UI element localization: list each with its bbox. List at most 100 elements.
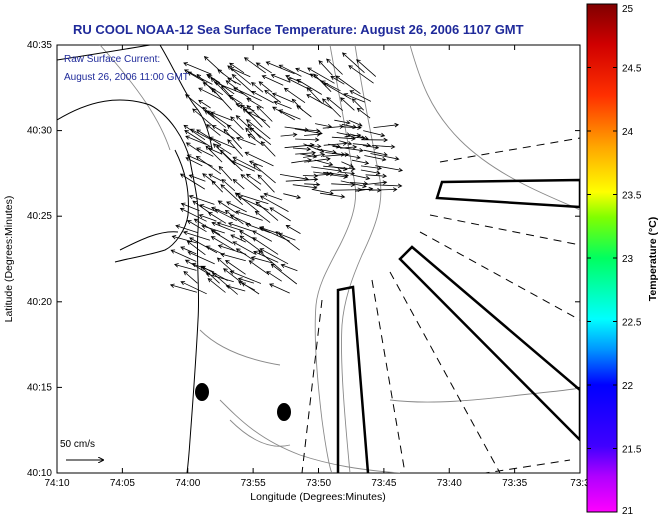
current-vector [183,62,212,75]
current-vector [332,166,348,172]
current-vector [171,235,198,244]
scale-label: 50 cm/s [60,439,95,450]
current-vector [175,224,198,233]
x-tick-label: 73:40 [437,478,462,489]
current-vector [251,91,274,104]
current-vector [180,202,200,212]
current-vector [180,246,197,255]
colorbar-tick-label: 21 [622,506,634,517]
current-vector [356,59,377,77]
current-vector [314,159,334,167]
current-vector [341,52,365,73]
current-vector [306,87,323,104]
current-vector [341,123,358,129]
current-vector [331,174,349,179]
current-vector [240,174,261,191]
colorbar-ticks: 25 24.5 24 23.5 23 22.5 22 21.5 21 [587,3,642,517]
current-vector [263,192,283,201]
current-vector [352,174,371,181]
colorbar-tick-label: 24 [622,127,634,138]
current-vector [260,141,276,157]
current-vector [273,100,292,109]
current-vector [299,153,318,159]
current-vector [258,250,282,272]
current-vector [304,128,321,133]
current-vector [285,177,319,182]
y-axis: 40:35 40:30 40:25 40:20 40:15 40:10 [27,40,580,479]
current-vector [340,97,355,111]
current-vector [185,157,203,167]
x-tick-label: 74:10 [44,478,69,489]
current-vector [272,106,295,121]
current-vector [192,108,214,127]
current-vector [235,136,256,146]
x-axis: 74:10 74:05 74:00 73:55 73:50 73:45 73:40 73:35… [44,45,590,489]
current-vector [270,73,291,83]
current-vector [292,184,318,190]
current-vector [259,195,289,212]
current-vector [235,248,254,261]
x-tick-label: 73:50 [306,478,331,489]
current-vector [313,171,331,176]
current-vector [199,204,217,212]
map-title: RU COOL NOAA-12 Sea Surface Temperature:… [73,22,524,37]
current-vector [226,124,244,140]
current-vector [269,283,290,294]
current-vector [328,143,342,149]
current-vector [186,240,206,256]
current-vector [201,224,225,234]
current-vector [280,263,298,272]
current-vector [217,200,238,214]
y-tick-label: 40:10 [27,468,52,479]
x-tick-label: 73:35 [502,478,527,489]
current-vector [232,156,261,172]
current-vector [221,178,236,192]
current-vector [216,257,234,273]
inset-line-2: August 26, 2006 11:00 GMT [64,72,189,83]
current-vector [320,192,346,199]
current-vector [343,93,366,103]
current-vector [296,105,312,118]
y-tick-label: 40:35 [27,40,52,51]
current-vector [348,119,363,127]
x-tick-label: 73:45 [371,478,396,489]
current-vector [169,283,198,293]
current-vector [245,127,256,139]
current-vector [322,98,342,118]
current-vector [334,119,351,125]
current-vector [303,143,325,153]
current-vector [220,184,243,205]
x-axis-label: Longitude (Degrees:Minutes) [250,491,385,503]
current-vector [189,128,212,140]
current-vector [271,92,293,103]
current-vector [207,212,227,224]
current-vector [205,145,223,163]
current-vector [202,106,215,118]
current-vector [318,60,333,76]
current-vector [227,65,252,85]
colorbar-label: Temperature (°C) [647,217,659,302]
current-vector [184,130,211,148]
current-vector [187,71,204,82]
surface-current-vectors [169,52,404,295]
current-vector [340,144,358,150]
current-vector [340,170,356,176]
current-vector [295,150,317,156]
current-vector [233,87,262,102]
colorbar-tick-label: 23.5 [622,191,642,202]
current-vector [211,87,233,111]
current-vector [226,201,247,213]
current-vector [208,173,222,182]
current-vector [184,259,209,274]
buoy-marker [195,383,209,401]
current-vector [170,249,197,262]
current-vector [223,128,242,149]
current-vector [196,129,222,146]
current-vector [349,133,369,141]
colorbar-tick-label: 21.5 [622,445,642,456]
current-vector [245,119,271,140]
current-vector [304,182,321,187]
current-vector [189,237,218,254]
current-vector [356,107,371,119]
